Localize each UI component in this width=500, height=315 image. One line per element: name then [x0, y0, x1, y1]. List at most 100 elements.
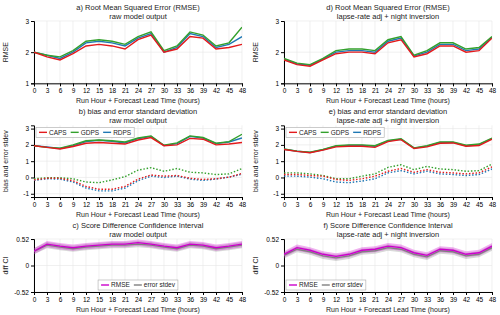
panel-title-line: raw model output: [109, 116, 167, 125]
x-tick: 6: [309, 197, 313, 208]
y-tick: -0.52: [14, 289, 34, 296]
x-tick-label: 42: [213, 296, 221, 303]
x-tick-mark: [297, 292, 298, 295]
y-axis-label: RMSE: [2, 42, 9, 63]
x-tick: 0: [33, 83, 37, 94]
x-tick-mark: [190, 197, 191, 200]
x-tick-mark: [60, 197, 61, 200]
x-tick: 9: [322, 83, 326, 94]
panel: 036912151821242730333639424548-0.5200.52…: [252, 221, 496, 314]
x-tick-mark: [60, 292, 61, 295]
x-tick: 48: [239, 83, 247, 94]
y-tick-label: 1: [275, 158, 279, 165]
x-tick-label: 15: [346, 296, 354, 303]
legend-box: [98, 280, 178, 290]
x-tick-mark: [164, 197, 165, 200]
y-tick-label: 2: [275, 49, 279, 56]
x-tick: 39: [200, 197, 208, 208]
y-tick-mark: [281, 52, 284, 53]
x-tick: 39: [450, 197, 458, 208]
y-tick: 2: [25, 141, 34, 148]
x-tick: 3: [46, 292, 50, 303]
y-tick-label: -0.52: [14, 289, 29, 296]
panel-title-line: lapse-rate adj + night inversion: [337, 12, 439, 21]
x-tick-label: 6: [309, 201, 313, 208]
x-tick-label: 39: [450, 201, 458, 208]
x-tick: 15: [96, 197, 104, 208]
confidence-band: [34, 240, 242, 255]
x-tick-mark: [138, 83, 139, 86]
x-tick: 42: [463, 292, 471, 303]
series-line: [284, 246, 492, 256]
x-tick-mark: [323, 292, 324, 295]
x-tick: 42: [463, 197, 471, 208]
legend-swatch: [321, 132, 329, 133]
x-tick-label: 18: [109, 201, 117, 208]
x-tick-label: 21: [122, 296, 130, 303]
grid: [284, 239, 492, 292]
y-axis: -0.5200.52: [14, 236, 34, 296]
x-tick-label: 24: [385, 296, 393, 303]
x-tick-label: 0: [33, 87, 37, 94]
grid-line-y: [284, 161, 492, 162]
series-line: [284, 167, 492, 181]
x-tick-mark: [414, 197, 415, 200]
x-tick-label: 33: [424, 201, 432, 208]
x-tick-mark: [427, 292, 428, 295]
x-tick: 30: [411, 292, 419, 303]
x-tick: 33: [174, 197, 182, 208]
x-tick-mark: [479, 292, 480, 295]
y-tick-mark: [281, 161, 284, 162]
x-tick-label: 18: [359, 296, 367, 303]
y-tick-label: 1: [25, 80, 29, 87]
x-tick: 27: [398, 197, 406, 208]
y-tick-mark: [31, 83, 34, 84]
x-tick-label: 6: [59, 87, 63, 94]
series-line: [34, 244, 242, 251]
y-tick-label: 0: [275, 262, 279, 269]
panel-title: a) Root Mean Squared Error (RMSE)raw mod…: [76, 3, 200, 21]
x-tick-label: 39: [200, 201, 208, 208]
legend: CAPSGDPSRDPS: [36, 127, 134, 137]
grid-line-y: [284, 52, 492, 53]
x-tick: 27: [398, 292, 406, 303]
x-tick: 0: [33, 292, 37, 303]
x-tick: 12: [333, 197, 341, 208]
grid: [34, 239, 242, 292]
x-tick-label: 21: [372, 201, 380, 208]
x-tick: 45: [476, 83, 484, 94]
x-tick-mark: [349, 197, 350, 200]
series-line: [34, 168, 242, 183]
y-tick-label: 0: [275, 174, 279, 181]
x-tick: 48: [489, 197, 497, 208]
x-tick: 39: [450, 292, 458, 303]
y-tick-label: 2: [275, 141, 279, 148]
plot-area: [284, 243, 492, 261]
y-tick-mark: [31, 145, 34, 146]
grid: [284, 21, 492, 83]
x-tick: 21: [372, 292, 380, 303]
plot-area: [284, 37, 492, 67]
x-tick-label: 36: [437, 201, 445, 208]
x-tick-mark: [375, 197, 376, 200]
y-tick: -1: [23, 190, 34, 197]
x-tick-mark: [216, 197, 217, 200]
x-tick-mark: [453, 292, 454, 295]
x-tick-mark: [229, 197, 230, 200]
x-tick-label: 45: [476, 296, 484, 303]
legend-swatch: [71, 132, 79, 133]
x-tick-label: 3: [296, 296, 300, 303]
x-tick-mark: [401, 83, 402, 86]
x-tick-label: 15: [346, 87, 354, 94]
x-tick: 21: [372, 197, 380, 208]
x-tick: 18: [359, 197, 367, 208]
x-tick-mark: [453, 197, 454, 200]
x-tick-mark: [112, 83, 113, 86]
legend-box: [286, 127, 384, 137]
x-tick-label: 42: [463, 87, 471, 94]
x-tick: 18: [359, 292, 367, 303]
grid-line-y: [34, 52, 242, 53]
grid-line-y: [284, 193, 492, 194]
x-tick: 45: [226, 292, 234, 303]
series-line: [284, 38, 492, 66]
